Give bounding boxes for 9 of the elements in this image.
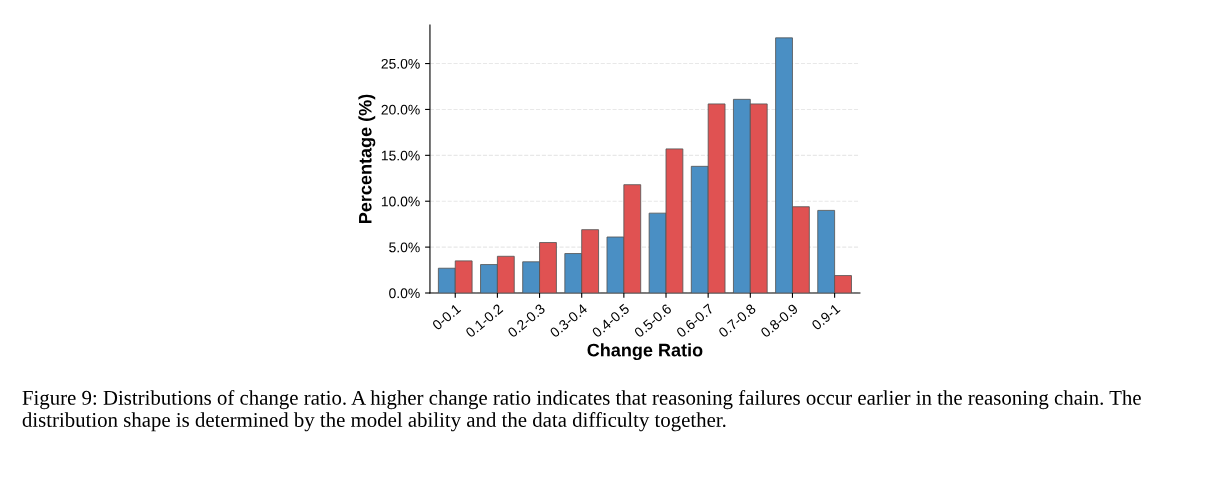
y-axis-title: Percentage (%) (358, 94, 376, 224)
y-tick-label: 25.0% (381, 58, 420, 69)
caption: Figure 9: Distributions of change ratio. A higher change ratio indicates that reasoning failures occur earlier in the reasoning chain. The distribution shape is determined by the model ability and the data difficulty together. (22, 390, 1141, 432)
y-tick-label: 10.0% (381, 196, 420, 207)
y-tick-label: 15.0% (381, 150, 420, 161)
y-tick-label: 5.0% (389, 242, 420, 253)
x-axis-title: Change Ratio (587, 343, 703, 361)
y-tick-label: 20.0% (381, 104, 420, 115)
y-tick-label: 0.0% (389, 288, 420, 299)
